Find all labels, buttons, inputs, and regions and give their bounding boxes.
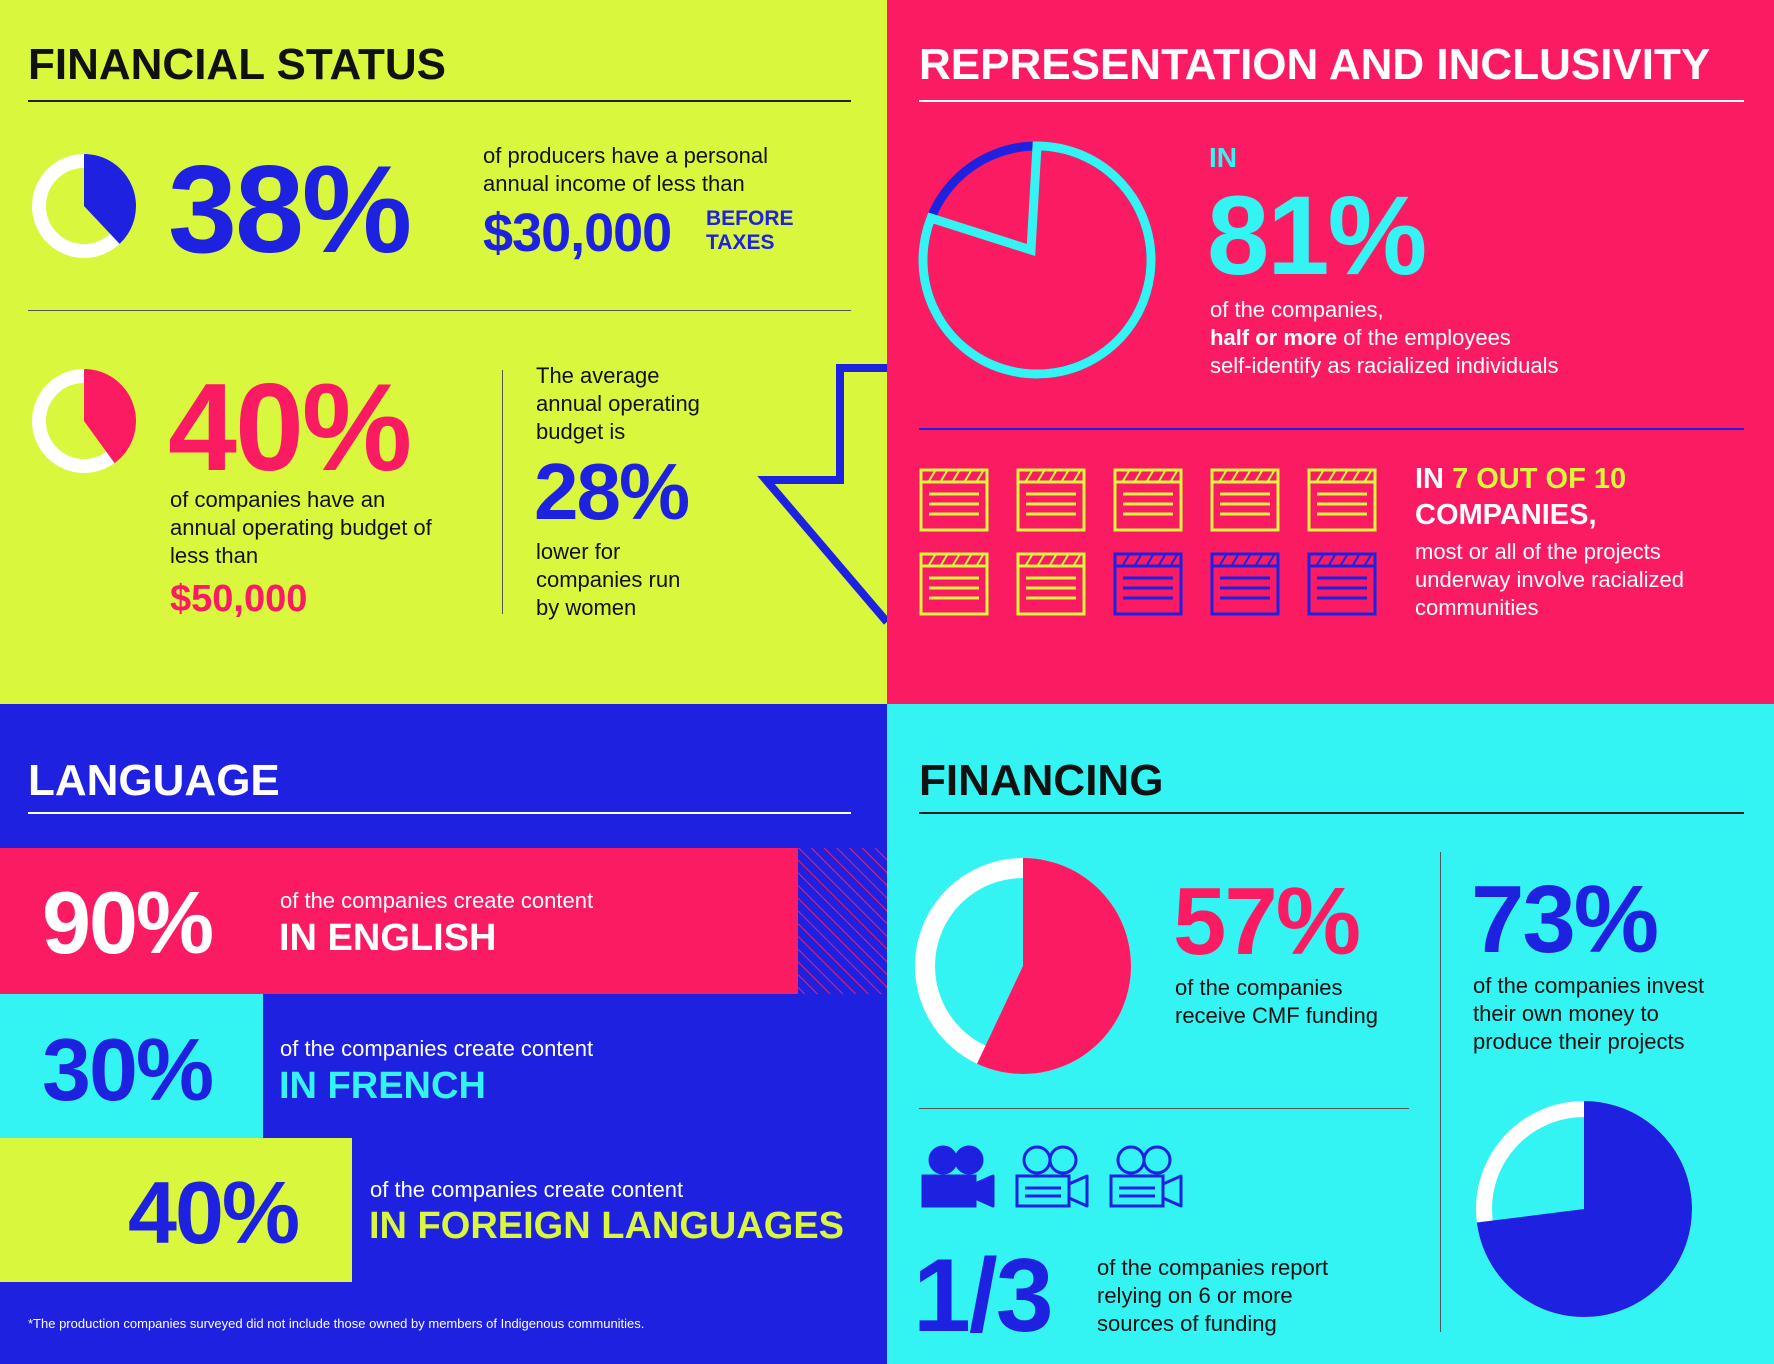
clapperboard-icon [1210,468,1280,532]
language-english-value: 90% [42,873,214,972]
language-french-text: of the companies create content [280,1036,594,1061]
stat-40-value: 40% [168,359,412,497]
clapperboard-icon [919,552,989,616]
stat-one-third-value: 1/3 [913,1238,1054,1354]
language-title: LANGUAGE [28,756,280,805]
hatch-pattern [798,848,887,994]
financing-rule [919,812,1744,814]
clapperboard-icon [1016,552,1086,616]
representation-section: REPRESENTATION AND INCLUSIVITY IN 81% of… [887,0,1774,704]
stat-81-value: 81% [1207,173,1427,298]
stat-81-line-2-rest: of the employees [1337,325,1511,350]
representation-rule [919,100,1744,102]
stat-38-note-1: BEFORE [706,207,794,230]
pie-73-icon [1476,1101,1692,1317]
clapperboard-icon [1307,468,1377,532]
financing-title: FINANCING [919,756,1164,805]
stat-81-line-1: of the companies, [1210,297,1384,322]
pie-38-icon [32,154,137,258]
financial-status-divider [28,310,851,311]
language-french-value: 30% [42,1020,214,1119]
language-foreign-value: 40% [128,1163,300,1262]
stat-38-amount: $30,000 [483,203,672,263]
stat-57-text: of the companies receive CMF funding [1175,975,1378,1028]
clapperboard-icon [1113,468,1183,532]
language-rule [28,812,851,814]
representation-title: REPRESENTATION AND INCLUSIVITY [919,40,1711,89]
pie-81-icon [918,141,1156,379]
stat-81-line-3: self-identify as racialized individuals [1210,353,1559,378]
financing-vertical-divider [1440,852,1441,1332]
financial-status-rule [28,100,851,102]
financing-horizontal-divider [919,1108,1409,1109]
language-band-foreign [0,1138,352,1282]
clapperboard-icon [1307,552,1377,616]
stat-38-text: of producers have a personal annual inco… [483,143,768,196]
stat-7of10-highlight: 7 OUT OF 10 [1452,463,1627,495]
stat-38-value: 38% [168,141,412,279]
camera-icon [921,1145,995,1208]
stat-81-line-2-bold: half or more [1210,325,1338,350]
representation-divider [919,428,1744,430]
financial-status-title: FINANCIAL STATUS [28,40,446,89]
stat-7of10-prefix: IN [1415,463,1453,495]
language-english-label: IN ENGLISH [279,917,497,959]
stat-one-third-text: of the companies report relying on 6 or … [1097,1255,1329,1336]
pie-57-icon [915,858,1132,1074]
language-band-english [0,848,798,994]
financial-status-section: FINANCIAL STATUS 38% of producers have a… [0,0,887,704]
pie-40-icon [32,369,136,473]
stat-73-value: 73% [1471,866,1659,973]
camera-icon [1109,1145,1183,1208]
stat-28-value: 28% [534,447,690,536]
camera-icon-row [919,1144,1209,1224]
stat-7of10-line-2: COMPANIES, [1415,499,1597,531]
clapperboard-icon [919,468,989,532]
stat-vertical-divider [502,370,503,614]
stat-7of10-text: most or all of the projects underway inv… [1415,539,1685,620]
language-footnote: *The production companies surveyed did n… [28,1316,645,1331]
stat-7of10-line-1: IN 7 OUT OF 10 [1415,462,1626,496]
clapperboard-icon [1210,552,1280,616]
camera-icon [1015,1145,1089,1208]
language-foreign-text: of the companies create content [370,1177,684,1202]
clapperboard-grid [919,468,1399,618]
language-section: LANGUAGE 90% of the companies create con… [0,704,887,1364]
stat-28-text: lower for companies run by women [536,539,681,620]
decorative-arrow [757,364,887,625]
stat-38-note-2: TAXES [706,231,775,254]
stat-57-value: 57% [1173,868,1361,975]
financing-section: FINANCING 57% of the companies receive C… [887,704,1774,1364]
language-english-text: of the companies create content [280,888,594,913]
stat-81-prefix: IN [1209,142,1237,173]
language-french-label: IN FRENCH [279,1065,486,1107]
clapperboard-icon [1016,468,1086,532]
stat-81-line-2: half or more of the employees [1210,324,1511,352]
stat-28-intro: The average annual operating budget is [536,363,700,444]
language-band-french [0,994,263,1138]
stat-73-text: of the companies invest their own money … [1473,973,1705,1054]
stat-40-amount: $50,000 [170,578,308,620]
clapperboard-icon [1113,552,1183,616]
language-foreign-label: IN FOREIGN LANGUAGES [369,1205,845,1247]
stat-40-text: of companies have an annual operating bu… [170,487,432,568]
